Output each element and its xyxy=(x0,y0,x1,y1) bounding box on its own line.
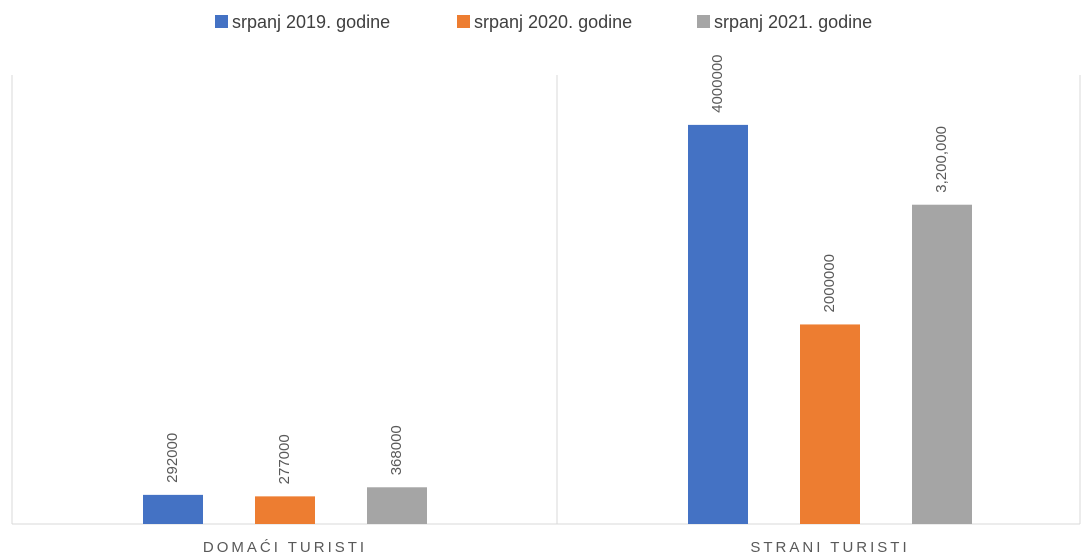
data-label: 292000 xyxy=(164,433,181,483)
bar xyxy=(688,124,748,524)
data-label: 368000 xyxy=(388,425,405,475)
legend-swatch xyxy=(457,15,470,28)
data-label: 4000000 xyxy=(709,54,726,112)
legend-swatch xyxy=(215,15,228,28)
legend-label: srpanj 2021. godine xyxy=(714,12,872,32)
x-tick-label: DOMAĆI TURISTI xyxy=(203,539,367,556)
bar xyxy=(800,324,860,524)
legend-label: srpanj 2019. godine xyxy=(232,12,390,32)
bar xyxy=(367,487,427,524)
legend-label: srpanj 2020. godine xyxy=(474,12,632,32)
legend-swatch xyxy=(697,15,710,28)
data-label: 277000 xyxy=(276,434,293,484)
data-label: 2000000 xyxy=(821,254,838,312)
x-tick-label: STRANI TURISTI xyxy=(750,539,909,556)
data-label: 3,200,000 xyxy=(933,126,950,193)
bar xyxy=(255,496,315,524)
bar xyxy=(912,204,972,524)
bar xyxy=(143,494,203,524)
